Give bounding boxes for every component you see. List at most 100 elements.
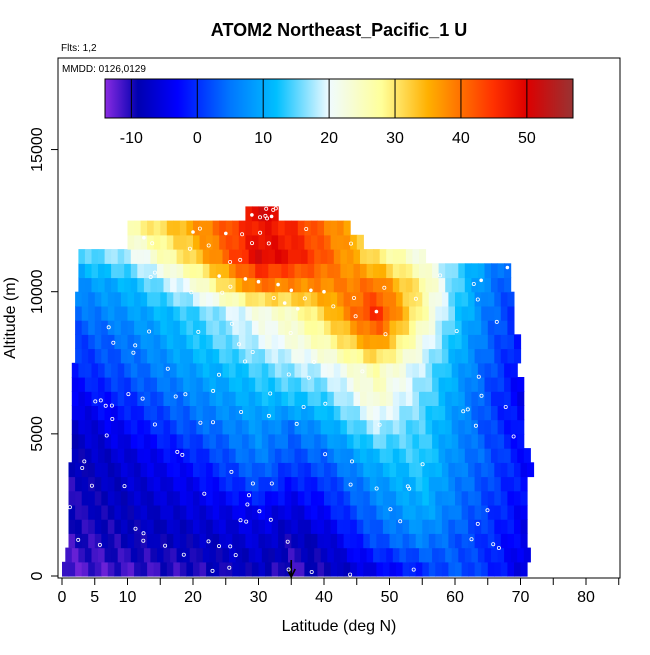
heatmap-cell — [127, 476, 135, 492]
heatmap-cell — [117, 377, 125, 392]
heatmap-cell — [140, 519, 148, 534]
heatmap-cell — [471, 547, 479, 563]
heatmap-cell — [206, 504, 214, 520]
heatmap-cell — [98, 433, 106, 449]
heatmap-cell — [179, 334, 187, 350]
heatmap-cell — [166, 476, 174, 492]
heatmap-cell — [199, 348, 207, 364]
heatmap-cell — [71, 547, 79, 563]
heatmap-cell — [232, 462, 240, 478]
heatmap-cell — [265, 348, 273, 364]
heatmap-cell — [157, 249, 165, 264]
heatmap-cell — [157, 391, 165, 406]
flights-label: Flts: 1,2 — [61, 43, 97, 54]
heatmap-cell — [127, 561, 135, 577]
x-tick-label: 50 — [381, 589, 399, 606]
heatmap-cell — [517, 377, 525, 392]
heatmap-cell — [183, 448, 191, 463]
heatmap-cell — [514, 490, 522, 506]
heatmap-cell — [255, 547, 263, 563]
heatmap-cell — [448, 476, 456, 492]
heatmap-cell — [166, 504, 174, 520]
heatmap-cell — [193, 234, 201, 250]
heatmap-cell — [320, 391, 328, 406]
heatmap-cell — [242, 547, 250, 563]
heatmap-cell — [310, 291, 318, 307]
heatmap-cell — [215, 405, 223, 421]
heatmap-cell — [330, 561, 338, 577]
heatmap-cell — [137, 249, 145, 264]
heatmap-cell — [202, 249, 210, 264]
heatmap-cell — [327, 419, 335, 435]
heatmap-cell — [507, 305, 515, 321]
track-point — [525, 265, 529, 270]
heatmap-cell — [376, 291, 384, 307]
heatmap-cell — [265, 305, 273, 321]
heatmap-cell — [137, 263, 145, 279]
heatmap-cell — [130, 547, 138, 563]
heatmap-cell — [376, 533, 384, 549]
heatmap-cell — [320, 249, 328, 264]
heatmap-cell — [248, 377, 256, 392]
heatmap-cell — [219, 533, 227, 549]
heatmap-cell — [487, 561, 495, 577]
heatmap-cell — [88, 519, 96, 534]
heatmap-cell — [147, 561, 155, 577]
heatmap-cell — [438, 448, 446, 463]
heatmap-cell — [222, 263, 230, 279]
observation-point — [181, 552, 186, 557]
heatmap-cell — [500, 320, 508, 335]
heatmap-cell — [441, 334, 449, 350]
heatmap-cell — [209, 277, 217, 293]
observation-point — [485, 508, 490, 513]
heatmap-cell — [346, 277, 354, 293]
heatmap-cell — [232, 291, 240, 307]
observation-point — [323, 452, 328, 457]
observation-point — [152, 422, 157, 427]
heatmap-cell — [291, 305, 299, 321]
heatmap-cell — [330, 348, 338, 364]
heatmap-cell — [160, 334, 168, 350]
heatmap-cell — [160, 348, 168, 364]
heatmap-cell — [392, 277, 400, 293]
heatmap-cell — [143, 547, 151, 563]
heatmap-cell — [441, 320, 449, 335]
heatmap-cell — [199, 533, 207, 549]
heatmap-cell — [435, 561, 443, 577]
heatmap-cell — [333, 405, 341, 421]
heatmap-cell — [500, 490, 508, 506]
heatmap-cell — [251, 334, 259, 350]
heatmap-cell — [153, 462, 161, 478]
heatmap-cell — [353, 249, 361, 264]
heatmap-cell — [333, 249, 341, 264]
heatmap-cell — [261, 547, 269, 563]
heatmap-cell — [409, 305, 417, 321]
heatmap-cell — [170, 249, 178, 264]
heatmap-cell — [274, 433, 282, 449]
heatmap-cell — [363, 519, 371, 534]
heatmap-cell — [278, 519, 286, 534]
heatmap-cell — [333, 277, 341, 293]
heatmap-cell — [458, 391, 466, 406]
x-tick-label: 60 — [446, 589, 464, 606]
observation-point — [198, 420, 203, 425]
heatmap-cell — [461, 519, 469, 534]
heatmap-cell — [477, 362, 485, 378]
heatmap-cell — [140, 291, 148, 307]
heatmap-cell — [193, 519, 201, 534]
heatmap-cell — [346, 377, 354, 392]
heatmap-cell — [455, 462, 463, 478]
observation-point — [148, 274, 153, 279]
heatmap-cell — [150, 249, 158, 264]
heatmap-cell — [373, 263, 381, 279]
heatmap-cell — [435, 320, 443, 335]
observation-point — [228, 284, 233, 289]
heatmap-cell — [425, 362, 433, 378]
heatmap-cell — [265, 561, 273, 577]
heatmap-cell — [474, 476, 482, 492]
heatmap-cell — [193, 348, 201, 364]
heatmap-cell — [389, 348, 397, 364]
heatmap-cell — [310, 490, 318, 506]
observation-point — [383, 332, 388, 337]
